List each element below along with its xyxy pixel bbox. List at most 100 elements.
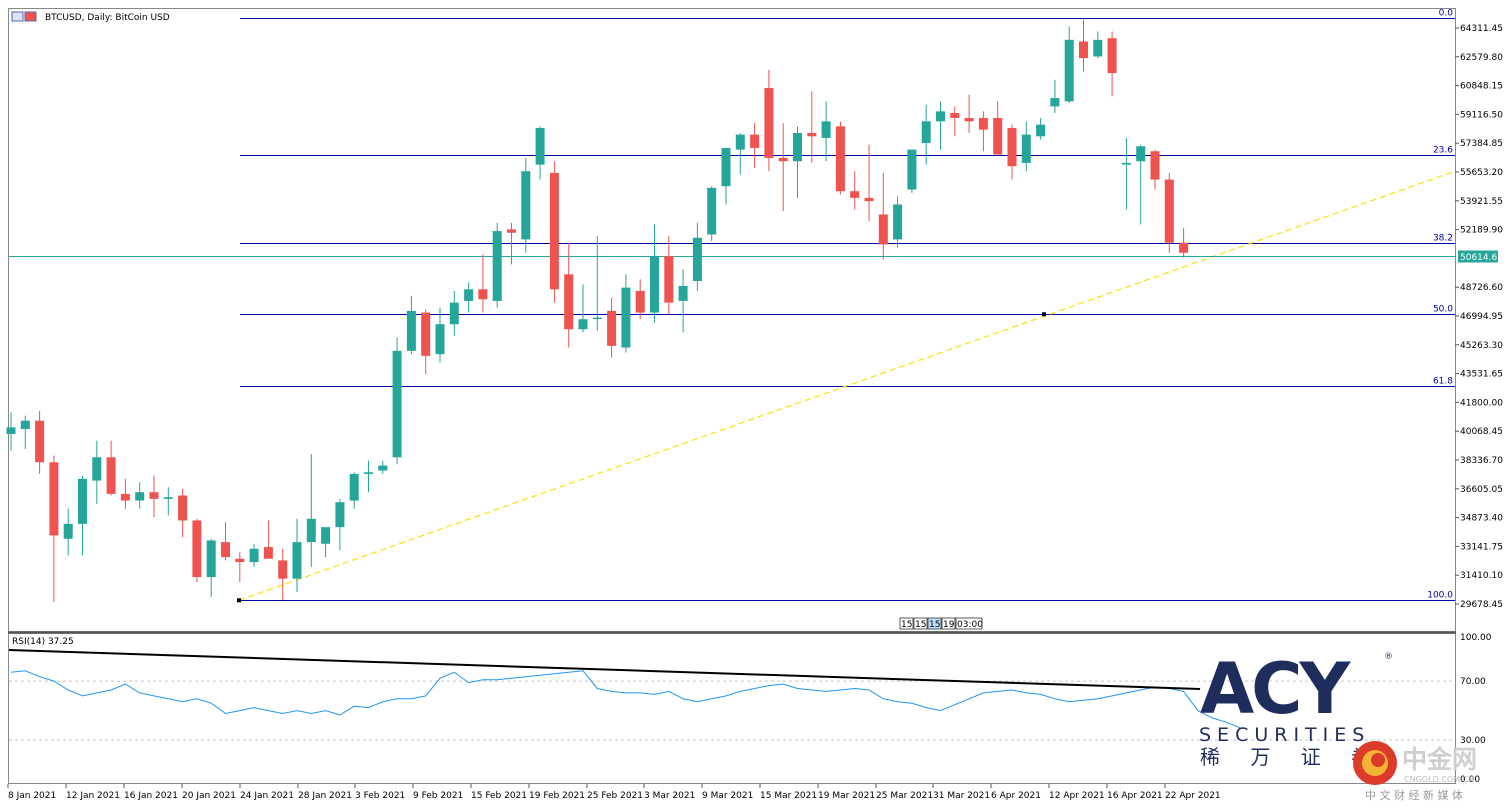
candle-body — [63, 523, 73, 539]
candle-body — [92, 457, 102, 481]
candle — [878, 172, 888, 260]
candle — [135, 482, 145, 509]
candle-body — [664, 256, 674, 303]
rsi-indicator — [8, 649, 1455, 741]
candle — [292, 518, 302, 592]
candle — [1036, 118, 1046, 140]
price-tick-label: 40068.45 — [1460, 427, 1503, 437]
candle — [950, 106, 960, 137]
time-tick-label: 31 Mar 2021 — [933, 791, 990, 801]
trend-anchor[interactable] — [237, 598, 241, 603]
candle-body — [1179, 242, 1189, 253]
candle-body — [750, 134, 760, 148]
time-tick-label: 24 Jan 2021 — [240, 791, 294, 801]
trend-line-segment[interactable] — [238, 170, 1456, 601]
rsi-scale-label: 0.00 — [1460, 775, 1480, 785]
cngold-text: 中金网 — [1402, 745, 1477, 774]
price-tick-label: 62579.80 — [1460, 53, 1503, 63]
price-tick-label: 38336.70 — [1460, 456, 1503, 466]
chinese-brand-text: 稀 万 证 券 — [1200, 745, 1383, 769]
time-marker-box[interactable] — [927, 617, 942, 630]
price-tick-label: 59116.50 — [1460, 110, 1503, 120]
rsi-trend-line[interactable] — [8, 649, 1201, 690]
candle — [793, 126, 802, 198]
price-tick-label: 31410.10 — [1460, 571, 1503, 581]
candle — [421, 309, 431, 375]
candle — [664, 236, 674, 315]
time-tick-label: 3 Feb 2021 — [355, 791, 405, 801]
candle — [306, 453, 316, 568]
candle-body — [1121, 162, 1131, 165]
candle — [535, 126, 545, 180]
candle-body — [1150, 151, 1160, 180]
price-tick-label: 60848.15 — [1460, 82, 1503, 92]
time-marker-box[interactable] — [899, 617, 914, 630]
candle — [321, 527, 331, 558]
fib-label: 100.0 — [1427, 591, 1453, 601]
trend-line[interactable] — [237, 170, 1456, 603]
registered-mark: ® — [1384, 652, 1393, 662]
bar-chart-icon — [24, 11, 37, 22]
candle-body — [921, 121, 931, 143]
candle-body — [764, 88, 774, 158]
candle-body — [564, 274, 574, 330]
time-tick-label: 15 Mar 2021 — [760, 791, 817, 801]
candle — [106, 440, 116, 496]
price-tick-label: 57384.85 — [1460, 139, 1503, 149]
candle-body — [592, 317, 602, 320]
candle — [521, 157, 531, 253]
candle-body — [49, 462, 59, 536]
rsi-axis: 100.00 70.00 30.00 0.00 — [1460, 633, 1492, 785]
candle-body — [1079, 41, 1088, 59]
candle-body — [178, 495, 188, 521]
candle-body — [635, 290, 645, 313]
time-marker-label: 15: — [901, 620, 915, 630]
chart-title: BTCUSD, Daily: BitCoin USD — [45, 13, 170, 23]
candle — [964, 94, 974, 133]
fibonacci-retracement[interactable]: 0.0 23.6 38.2 50.0 61.8 100.0 — [240, 9, 1455, 601]
candle-body — [1164, 179, 1174, 243]
price-tick-label: 33141.75 — [1460, 542, 1503, 552]
time-tick-label: 19 Feb 2021 — [529, 791, 585, 801]
time-marker-box[interactable] — [913, 617, 928, 630]
candle-body — [278, 560, 288, 579]
time-marker-box[interactable] — [941, 617, 956, 630]
candle-body — [535, 127, 545, 165]
time-marker-box[interactable] — [955, 617, 983, 630]
chart-type-icon — [11, 11, 24, 22]
candle — [1107, 31, 1117, 97]
time-tick-label: 16 Jan 2021 — [124, 791, 178, 801]
candle-body — [549, 172, 559, 290]
candle — [1093, 31, 1103, 59]
candle-body — [692, 237, 702, 281]
candle-body — [993, 118, 1003, 155]
candle — [449, 290, 459, 336]
trend-anchor[interactable] — [1042, 312, 1046, 317]
candle — [592, 236, 602, 331]
time-tick-label: 25 Feb 2021 — [587, 791, 643, 801]
candle — [993, 101, 1003, 155]
cngold-url: CNGOLD.COM.CN — [1404, 775, 1474, 784]
time-tick-label: 9 Mar 2021 — [702, 791, 753, 801]
candle — [564, 242, 574, 348]
candle-body — [378, 465, 388, 471]
candle-body — [149, 492, 159, 499]
time-tick-label: 9 Feb 2021 — [413, 791, 463, 801]
candle — [464, 282, 474, 313]
candle-body — [807, 132, 817, 137]
time-tick-label: 19 Mar 2021 — [818, 791, 875, 801]
candle-body — [235, 558, 245, 563]
candle — [735, 132, 745, 175]
price-axis: 64311.45 62579.80 60848.15 59116.50 57384.85… — [1455, 24, 1503, 610]
candle — [235, 552, 245, 583]
candle — [507, 222, 516, 265]
candle-body — [793, 132, 802, 162]
fib-label: 61.8 — [1433, 377, 1453, 387]
candle-body — [607, 310, 617, 346]
time-tick-label: 12 Apr 2021 — [1049, 791, 1105, 801]
candle — [120, 478, 130, 509]
time-tick-label: 25 Mar 2021 — [876, 791, 933, 801]
candle — [92, 440, 102, 504]
time-tick-label: 15 Feb 2021 — [471, 791, 527, 801]
fib-label: 50.0 — [1433, 305, 1453, 315]
